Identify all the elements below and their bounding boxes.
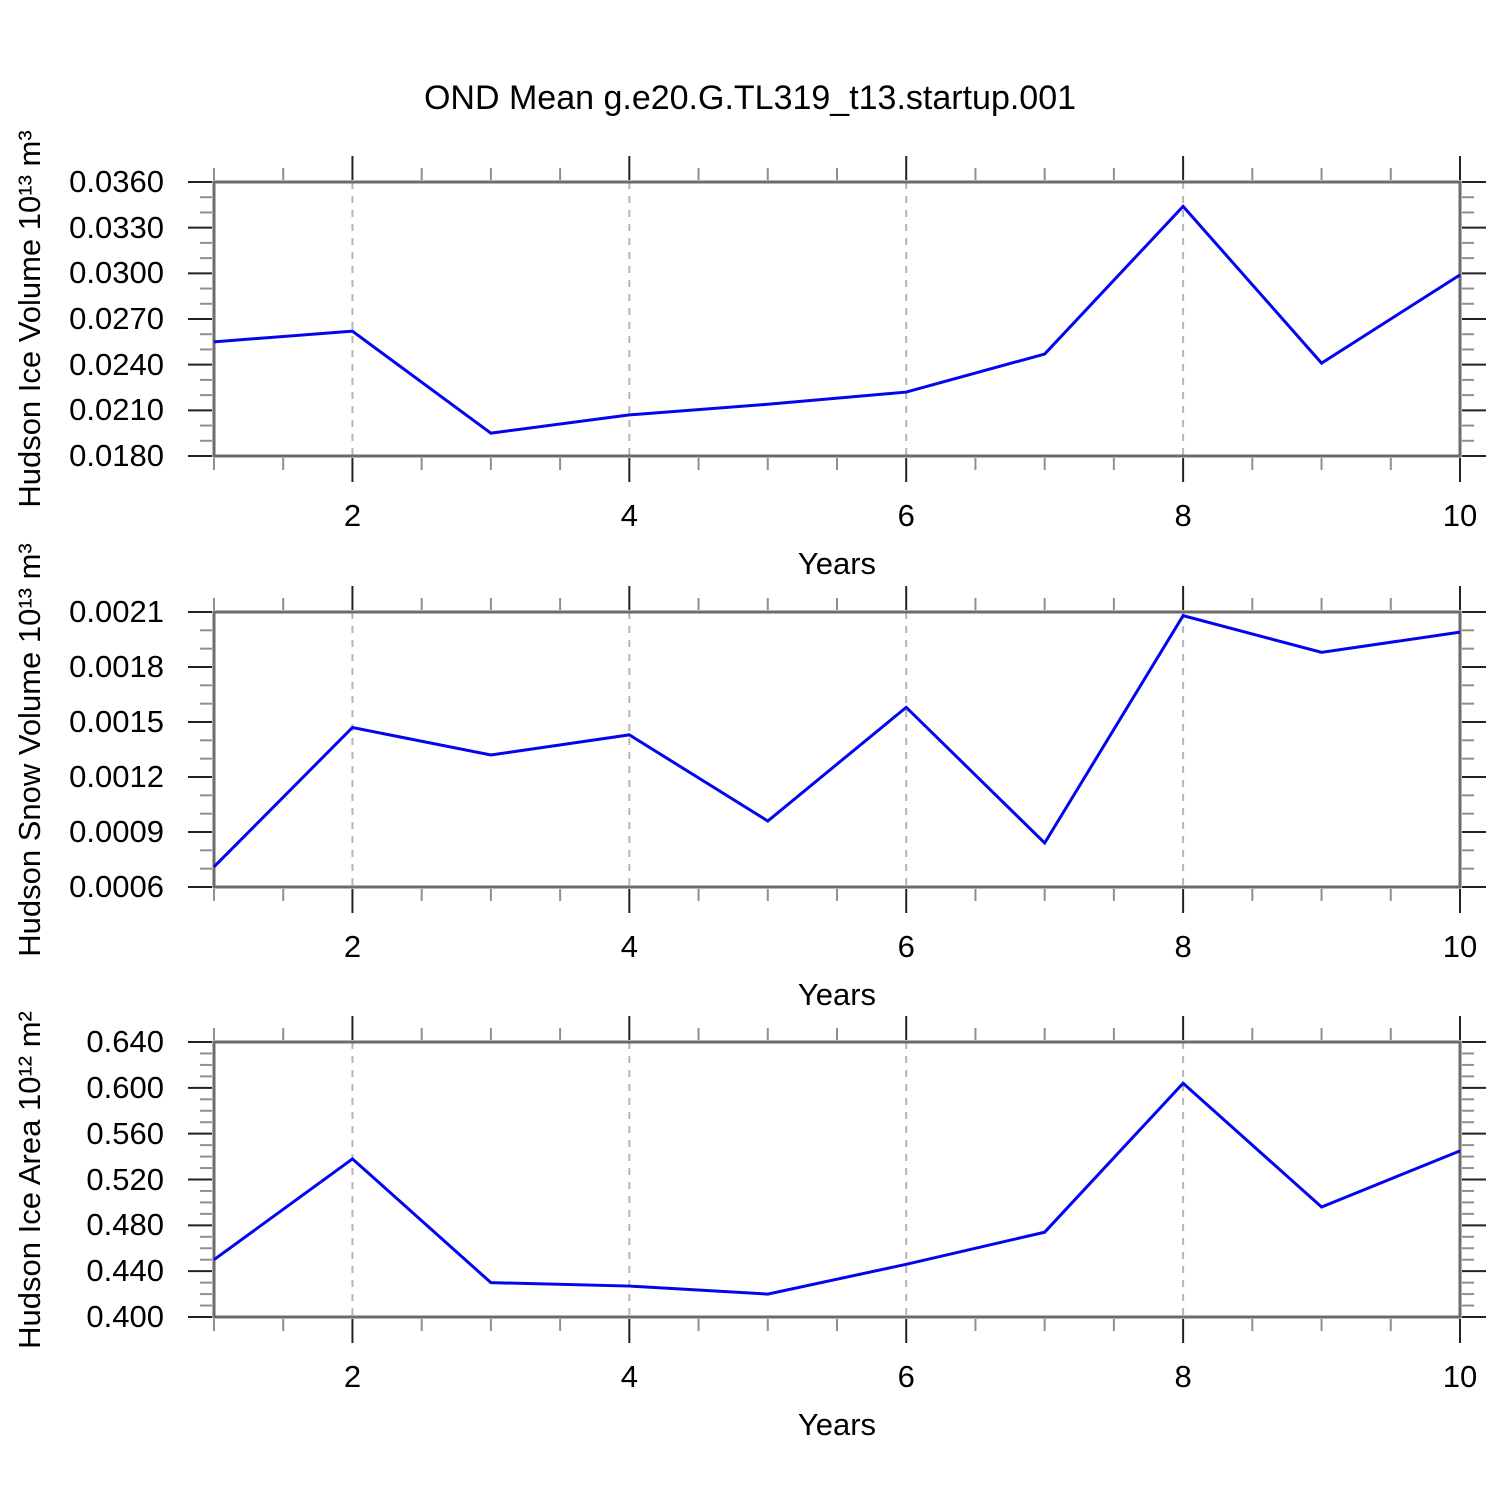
x-tick-label: 8 xyxy=(1174,1359,1192,1394)
plot-frame xyxy=(212,610,1462,889)
x-axis-title-years-2: Years xyxy=(797,977,877,1012)
y-tick-label: 0.520 xyxy=(86,1161,164,1197)
y-tick-label: 0.400 xyxy=(86,1299,164,1334)
x-axis-title-years-1: Years xyxy=(797,546,877,581)
x-tick-label: 8 xyxy=(1174,929,1192,964)
x-tick-label: 6 xyxy=(897,929,915,964)
x-axis-title-years-3: Years xyxy=(797,1407,877,1442)
x-tick-label: 4 xyxy=(620,1359,638,1394)
x-tick-label: 2 xyxy=(343,498,362,533)
y-tick-label: 0.600 xyxy=(86,1069,164,1105)
x-tick-label: 10 xyxy=(1442,929,1478,964)
x-tick-label: 4 xyxy=(620,929,638,964)
y-tick-label: 0.0015 xyxy=(69,704,164,739)
x-tick-label: 8 xyxy=(1174,498,1192,533)
y-tick-label: 0.0270 xyxy=(69,301,164,336)
y-tick-label: 0.0018 xyxy=(69,649,164,684)
y-tick-label: 0.0180 xyxy=(69,438,164,473)
x-tick-label: 10 xyxy=(1442,1359,1478,1394)
data-line xyxy=(213,204,1461,435)
y-tick-label: 0.0210 xyxy=(69,392,164,428)
x-tick-label: 4 xyxy=(620,498,638,533)
plot-frame xyxy=(212,180,1462,458)
y-tick-label: 0.0300 xyxy=(69,255,164,291)
x-tick-label: 6 xyxy=(897,498,915,533)
plot-frame xyxy=(212,1040,1462,1319)
y-tick-label: 0.480 xyxy=(86,1207,164,1243)
y-tick-label: 0.640 xyxy=(86,1024,164,1059)
y-tick-label: 0.560 xyxy=(86,1115,164,1151)
data-line xyxy=(213,1081,1461,1296)
chart-plot-area-2 xyxy=(188,586,1486,913)
y-axis-title-ice-area: Hudson Ice Area 10¹² m² xyxy=(12,1011,47,1349)
y-tick-label: 0.0006 xyxy=(69,869,164,904)
data-line xyxy=(212,613,1461,868)
chart-plot-area-1 xyxy=(188,156,1486,482)
x-tick-label: 6 xyxy=(897,1359,915,1394)
chart-plot-area-3 xyxy=(188,1016,1486,1343)
x-tick-label: 2 xyxy=(343,1359,362,1394)
y-tick-label: 0.0021 xyxy=(69,594,164,629)
y-tick-label: 0.440 xyxy=(86,1253,164,1289)
y-tick-label: 0.0240 xyxy=(69,346,164,382)
x-tick-label: 2 xyxy=(343,929,362,964)
y-tick-label: 0.0330 xyxy=(69,209,164,245)
page-title: OND Mean g.e20.G.TL319_t13.startup.001 xyxy=(423,79,1077,117)
y-tick-label: 0.0009 xyxy=(69,814,164,849)
x-tick-label: 10 xyxy=(1442,498,1478,533)
y-tick-label: 0.0012 xyxy=(69,759,164,794)
y-tick-label: 0.0360 xyxy=(69,164,164,199)
